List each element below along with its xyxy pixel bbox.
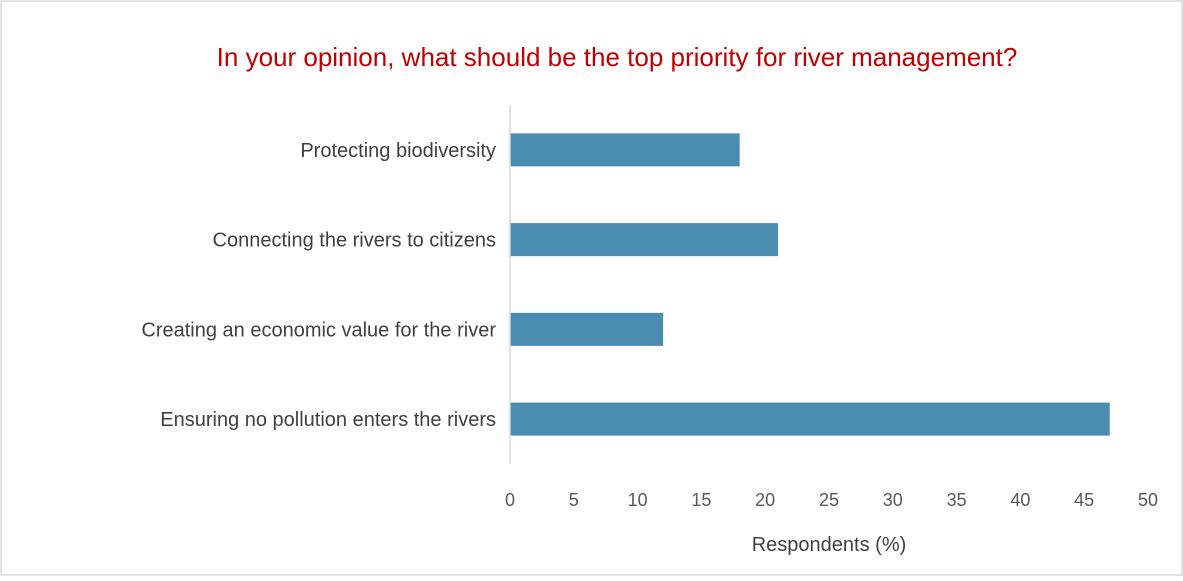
x-tick-label-15: 15 (691, 490, 711, 510)
x-tick-label-20: 20 (755, 490, 775, 510)
bar-4 (510, 402, 1110, 436)
bar-1 (510, 133, 740, 167)
category-label-2: Connecting the rivers to citizens (213, 230, 496, 252)
chart-title: In your opinion, what should be the top … (217, 42, 1018, 72)
x-tick-label-5: 5 (569, 490, 579, 510)
category-labels: Protecting biodiversity Connecting the ri… (141, 140, 496, 431)
category-label-4: Ensuring no pollution enters the rivers (160, 409, 496, 431)
x-axis-title: Respondents (%) (752, 534, 907, 556)
x-tick-label-40: 40 (1010, 490, 1030, 510)
x-tick-label-30: 30 (883, 490, 903, 510)
category-label-3: Creating an economic value for the river (141, 319, 496, 341)
x-tick-label-25: 25 (819, 490, 839, 510)
bars-layer (510, 133, 1110, 436)
x-tick-label-10: 10 (628, 490, 648, 510)
x-tick-label-50: 50 (1138, 490, 1158, 510)
x-tick-label-0: 0 (505, 490, 515, 510)
bar-3 (510, 312, 664, 346)
x-tick-label-35: 35 (947, 490, 967, 510)
x-tick-label-45: 45 (1074, 490, 1094, 510)
x-tick-labels: 0 5 10 15 20 25 30 35 40 45 50 (505, 490, 1158, 510)
category-label-1: Protecting biodiversity (300, 140, 496, 162)
bar-2 (510, 223, 778, 257)
